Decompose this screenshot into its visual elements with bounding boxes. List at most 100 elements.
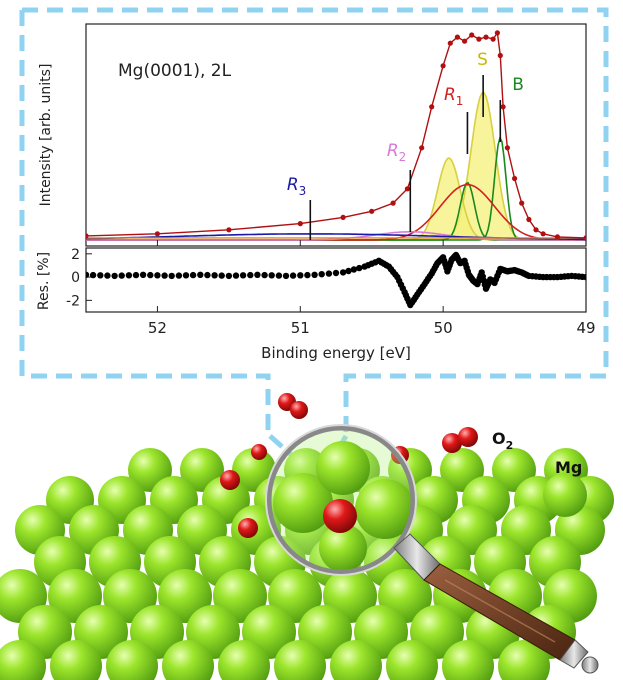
data-point bbox=[504, 145, 510, 151]
mg-atom bbox=[330, 640, 382, 680]
mg-atom bbox=[50, 640, 102, 680]
data-point bbox=[476, 36, 482, 42]
residual-point bbox=[318, 271, 325, 278]
residual-point bbox=[132, 271, 140, 279]
peak-label-2: R2 bbox=[387, 141, 406, 164]
fit-fill-S-shoulder bbox=[86, 158, 586, 240]
data-point bbox=[500, 104, 506, 110]
residual-point bbox=[345, 267, 352, 275]
magnifier-lens bbox=[265, 424, 417, 576]
residual-point bbox=[168, 272, 175, 280]
residual-point bbox=[139, 271, 147, 278]
residual-tick-label: -2 bbox=[66, 293, 80, 309]
x-tick-label: 50 bbox=[434, 319, 453, 337]
residual-point bbox=[147, 271, 154, 279]
residual-point bbox=[104, 272, 111, 279]
data-point bbox=[533, 227, 539, 233]
residual-point bbox=[218, 272, 225, 279]
residual-point bbox=[154, 272, 161, 279]
data-point bbox=[483, 34, 489, 40]
data-point bbox=[490, 36, 496, 42]
peak-label-3: R3 bbox=[287, 175, 306, 198]
data-point bbox=[440, 63, 446, 69]
residual-axes-frame bbox=[85, 247, 587, 313]
data-point bbox=[511, 175, 518, 182]
residual-y-label: Res. [%] bbox=[36, 252, 52, 310]
x-axis-label: Binding energy [eV] bbox=[261, 344, 411, 362]
peak-label-B: B bbox=[512, 75, 524, 95]
residual-tick-label: 2 bbox=[71, 247, 80, 263]
residual-point bbox=[111, 272, 118, 280]
data-point bbox=[554, 234, 561, 240]
residual-point bbox=[97, 272, 104, 279]
residual-point bbox=[339, 269, 347, 276]
residual-point bbox=[311, 271, 318, 278]
residual-panel: 2 0 -2 Res. [%] 52 51 50 49 Binding energy [e… bbox=[36, 240, 596, 362]
spectrum-panel: R3 R2 R1 S B Mg(0001), 2L Intensity [arb. un… bbox=[38, 23, 587, 247]
data-point bbox=[226, 227, 232, 233]
data-point bbox=[497, 52, 503, 59]
peak-label-S: S bbox=[477, 50, 488, 70]
residual-point bbox=[197, 271, 204, 278]
data-point bbox=[519, 200, 525, 206]
mg-atom bbox=[386, 640, 438, 680]
residual-point bbox=[125, 272, 133, 279]
residual-point bbox=[254, 271, 261, 278]
data-point bbox=[369, 208, 375, 214]
x-tick-label: 52 bbox=[148, 319, 167, 337]
x-tick-label: 51 bbox=[291, 319, 310, 337]
y-axis-label: Intensity [arb. units] bbox=[38, 64, 54, 207]
residual-point bbox=[182, 272, 190, 279]
x-axis-ticks: 52 51 50 49 bbox=[148, 240, 596, 337]
data-series bbox=[86, 30, 586, 241]
spectrum-axes-frame bbox=[85, 23, 587, 247]
data-point bbox=[340, 214, 346, 220]
o2-label: O2 bbox=[492, 429, 513, 452]
data-point bbox=[404, 186, 410, 192]
residual-point bbox=[350, 266, 358, 273]
data-point bbox=[469, 32, 475, 38]
residual-point bbox=[239, 272, 247, 279]
data-point bbox=[86, 233, 89, 239]
data-point bbox=[540, 231, 546, 237]
data-point bbox=[447, 40, 453, 46]
residual-point bbox=[247, 271, 254, 279]
residual-point bbox=[161, 272, 168, 279]
mg-atom bbox=[218, 640, 270, 680]
mg-label: Mg bbox=[555, 458, 582, 477]
magnifier-handle bbox=[393, 533, 599, 674]
peak-markers: R3 R2 R1 S B bbox=[287, 50, 524, 240]
data-point bbox=[494, 30, 500, 36]
residual-point bbox=[582, 273, 586, 281]
mg-atom bbox=[0, 640, 46, 680]
data-point bbox=[390, 200, 396, 206]
data-point bbox=[154, 231, 160, 237]
residual-point bbox=[289, 272, 297, 279]
residual-point bbox=[225, 272, 233, 280]
data-point bbox=[454, 34, 460, 40]
fit-R2 bbox=[86, 231, 586, 241]
data-point bbox=[526, 216, 532, 223]
peak-label-1: R1 bbox=[444, 85, 463, 108]
mg-atom bbox=[106, 640, 158, 680]
residual-point bbox=[211, 272, 218, 279]
residual-point bbox=[261, 271, 268, 279]
residual-point bbox=[86, 271, 90, 278]
oxygen-molecule-floating bbox=[278, 393, 308, 419]
residual-point bbox=[232, 272, 240, 279]
data-point bbox=[419, 145, 425, 151]
data-point bbox=[297, 221, 303, 227]
residual-point bbox=[282, 272, 290, 280]
sample-annotation: Mg(0001), 2L bbox=[118, 61, 232, 81]
data-point bbox=[462, 38, 468, 44]
mg-atom bbox=[498, 640, 550, 680]
x-tick-label: 49 bbox=[576, 319, 595, 337]
residual-point bbox=[89, 271, 97, 279]
fit-components bbox=[86, 91, 586, 241]
mg-atom bbox=[162, 640, 214, 680]
residual-point bbox=[204, 271, 211, 279]
residual-point bbox=[268, 272, 275, 279]
residual-point bbox=[304, 271, 311, 279]
residual-tick-label: 0 bbox=[71, 270, 80, 286]
